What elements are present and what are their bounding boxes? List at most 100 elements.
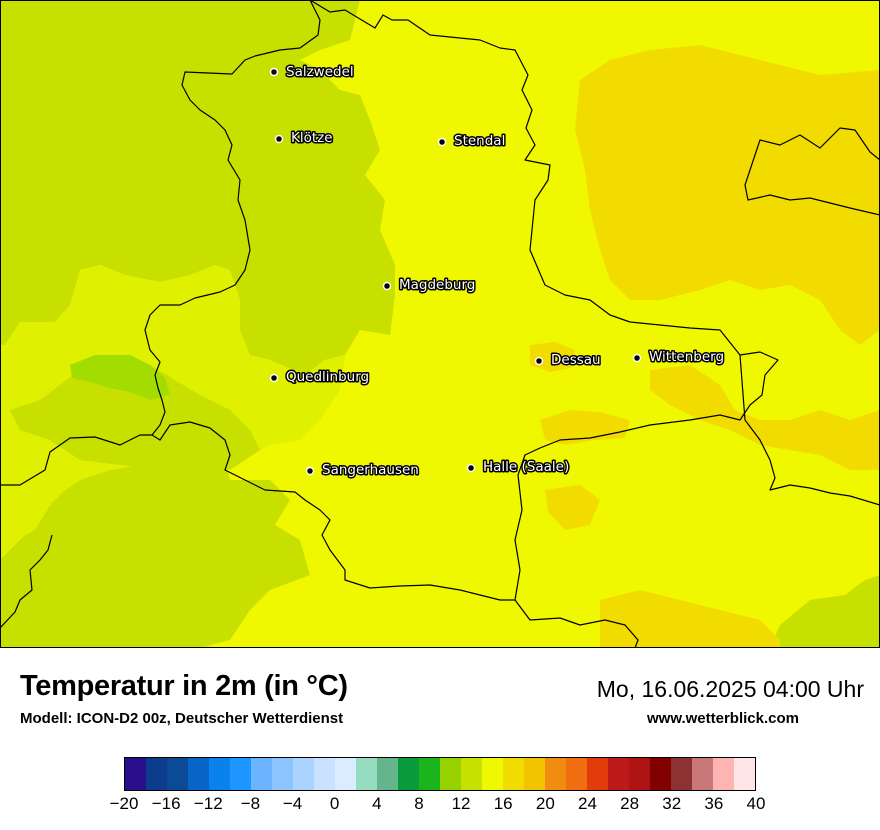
color-scale-step	[419, 758, 440, 790]
color-scale-tick-label: 16	[493, 794, 513, 813]
city-sangerhausen[interactable]: Sangerhausen	[305, 461, 420, 480]
city-label: Klötze	[291, 130, 333, 146]
map-title: Temperatur in 2m (in °C)	[20, 670, 348, 702]
color-scale-tick-label: −8	[240, 794, 261, 813]
city-dot	[437, 137, 447, 147]
color-scale-step	[692, 758, 713, 790]
color-scale-tick-label: 8	[414, 794, 424, 813]
map-canvas: Salzwedel Klötze Stendal Magdeburg Quedl…	[0, 0, 880, 649]
state-borders	[0, 0, 880, 649]
color-scale-tick-label: −12	[193, 794, 223, 813]
website-link[interactable]: www.wetterblick.com	[647, 710, 799, 727]
city-label: Wittenberg	[649, 349, 724, 365]
city-wittenberg[interactable]: Wittenberg	[632, 348, 726, 367]
border-sachsen-anhalt	[309, 0, 779, 649]
color-scale-tick-label: 32	[662, 794, 682, 813]
city-dot	[382, 281, 392, 291]
city-quedlinburg[interactable]: Quedlinburg	[269, 368, 371, 387]
border-southwest-2	[0, 534, 53, 629]
color-scale-legend	[124, 757, 756, 791]
city-label: Halle (Saale)	[483, 459, 569, 475]
temp-field-12-southwest	[0, 445, 310, 648]
border-northeast	[744, 127, 880, 216]
city-dot	[466, 463, 476, 473]
color-scale-step	[251, 758, 272, 790]
color-scale-tick-label: 20	[535, 794, 555, 813]
color-scale-step	[671, 758, 692, 790]
temperature-map[interactable]: Salzwedel Klötze Stendal Magdeburg Quedl…	[0, 0, 880, 649]
city-dot	[269, 67, 279, 77]
forecast-datetime: Mo, 16.06.2025 04:00 Uhr	[596, 676, 864, 702]
color-scale-step	[293, 758, 314, 790]
color-scale-step	[272, 758, 293, 790]
color-scale-step	[188, 758, 209, 790]
color-scale-ticks: −20 −16 −12 −8 −4 0 4 8 12 16 20 24 28 32 36 40	[110, 794, 766, 820]
color-scale-tick-label: 24	[577, 794, 597, 813]
color-scale-step	[566, 758, 587, 790]
city-label: Dessau	[551, 352, 601, 368]
color-scale-tick-label: 40	[746, 794, 766, 813]
color-scale-step	[524, 758, 545, 790]
color-scale-tick-label: −16	[151, 794, 181, 813]
color-scale-step	[650, 758, 671, 790]
city-salzwedel[interactable]: Salzwedel	[269, 63, 355, 82]
color-scale-step	[125, 758, 146, 790]
map-footer: Temperatur in 2m (in °C) Modell: ICON-D2…	[0, 648, 880, 830]
color-scale-step	[545, 758, 566, 790]
city-label: Sangerhausen	[322, 462, 419, 478]
temp-field-18-south2	[545, 485, 600, 530]
temp-field-18-southeast	[600, 590, 780, 648]
city-halle-saale[interactable]: Halle (Saale)	[466, 458, 571, 477]
city-label: Stendal	[454, 133, 505, 149]
temp-field-18-northeast	[575, 45, 880, 345]
temp-field-18-east	[650, 365, 880, 470]
city-dot	[632, 353, 642, 363]
city-dot	[274, 134, 284, 144]
color-scale-step	[335, 758, 356, 790]
temp-field-12-southeast	[770, 575, 880, 648]
model-source: Modell: ICON-D2 00z, Deutscher Wetterdie…	[20, 710, 344, 727]
color-scale-tick-label: 12	[451, 794, 471, 813]
border-east-1	[739, 354, 880, 506]
color-scale-tick-label: 4	[372, 794, 382, 813]
color-scale-tick-label: −4	[282, 794, 303, 813]
color-scale-step	[230, 758, 251, 790]
color-scale-step	[608, 758, 629, 790]
city-dot	[534, 356, 544, 366]
color-scale-tick-label: 0	[329, 794, 340, 813]
city-label: Salzwedel	[286, 64, 354, 80]
color-scale-tick-label: −20	[109, 794, 139, 813]
color-scale-step	[629, 758, 650, 790]
color-scale-step	[167, 758, 188, 790]
temp-field-12-center-west	[10, 360, 260, 470]
color-scale-tick-label: 36	[704, 794, 724, 813]
temp-field-10-pocket	[70, 355, 170, 400]
temp-field-12-west	[0, 0, 395, 375]
color-scale-step	[587, 758, 608, 790]
color-scale-step	[209, 758, 230, 790]
city-label: Magdeburg	[399, 277, 475, 293]
color-scale-step	[398, 758, 419, 790]
color-scale-step	[377, 758, 398, 790]
color-scale-step	[314, 758, 335, 790]
color-scale-step	[146, 758, 167, 790]
city-kloetze[interactable]: Klötze	[274, 129, 334, 148]
city-markers: Salzwedel Klötze Stendal Magdeburg Quedl…	[269, 63, 726, 480]
color-scale-step	[461, 758, 482, 790]
city-label: Quedlinburg	[286, 369, 369, 385]
color-scale-step	[482, 758, 503, 790]
border-southwest	[0, 434, 152, 486]
color-scale-step	[503, 758, 524, 790]
city-stendal[interactable]: Stendal	[437, 132, 507, 151]
border-west	[144, 0, 515, 601]
color-scale-tick-label: 28	[620, 794, 640, 813]
temp-field-18-south	[540, 410, 630, 445]
color-scale-step	[734, 758, 755, 790]
color-scale-step	[356, 758, 377, 790]
city-dot	[305, 466, 315, 476]
city-dessau[interactable]: Dessau	[534, 351, 602, 370]
city-dot	[269, 373, 279, 383]
city-magdeburg[interactable]: Magdeburg	[382, 276, 477, 295]
color-scale-step	[713, 758, 734, 790]
color-scale-step	[440, 758, 461, 790]
